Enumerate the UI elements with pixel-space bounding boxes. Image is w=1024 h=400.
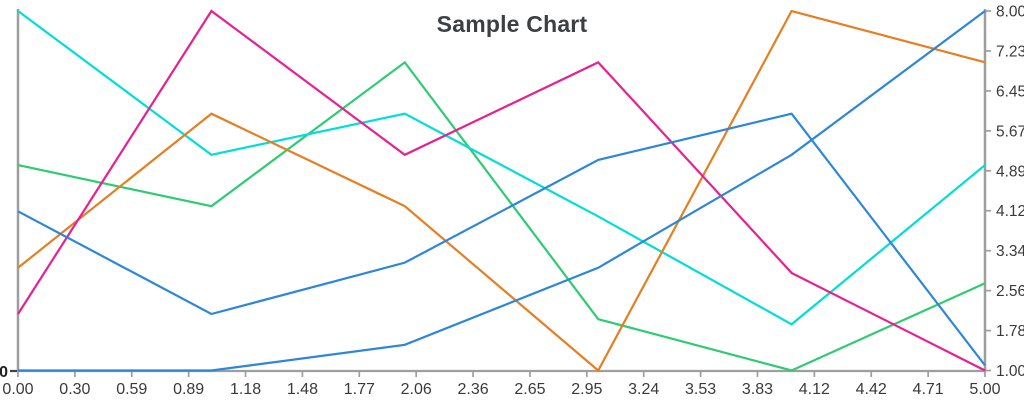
y-tick-label: 5.67 <box>996 123 1024 140</box>
series-magenta-line[interactable] <box>17 9 986 372</box>
x-tick-label: 1.77 <box>344 381 375 398</box>
series-blue-a-line[interactable] <box>17 112 986 367</box>
x-tick-label: 3.24 <box>628 381 659 398</box>
series-blue-b-line[interactable] <box>18 10 986 372</box>
x-tick-label: 3.83 <box>742 381 773 398</box>
y-tick-label: 3.34 <box>996 243 1024 260</box>
x-tick-label: 0.59 <box>116 381 147 398</box>
x-tick-label: 2.06 <box>401 381 432 398</box>
y-tick-label: 4.12 <box>996 203 1024 220</box>
x-tick-label: 3.53 <box>685 381 716 398</box>
y-tick-label: 8.00 <box>996 4 1024 21</box>
x-tick-label: 4.42 <box>856 381 887 398</box>
x-tick-label: 1.18 <box>230 381 261 398</box>
x-tick-label: 2.36 <box>457 381 488 398</box>
y-tick-label: 4.89 <box>996 163 1024 180</box>
series-green-line[interactable] <box>17 60 986 372</box>
y-tick-label: 1.00 <box>996 363 1024 380</box>
x-tick-label: 2.95 <box>571 381 602 398</box>
x-tick-label: 0.89 <box>173 381 204 398</box>
x-tick-label: 0.00 <box>2 381 33 398</box>
y-tick-label: 6.45 <box>996 83 1024 100</box>
x-tick-label: 0.30 <box>59 381 90 398</box>
y-tick-label: 2.56 <box>996 283 1024 300</box>
x-tick-label: 5.00 <box>969 381 1000 398</box>
x-tick-label: 4.12 <box>799 381 830 398</box>
x-tick-label: 1.48 <box>287 381 318 398</box>
y-tick-label: 1.78 <box>996 323 1024 340</box>
y-tick-label: 7.23 <box>996 43 1024 60</box>
x-tick-label: 2.65 <box>514 381 545 398</box>
y-axis-zero-label: 0 <box>0 364 8 381</box>
series-cyan-line[interactable] <box>17 10 986 326</box>
series-orange-line[interactable] <box>17 9 986 373</box>
x-tick-label: 4.71 <box>913 381 944 398</box>
